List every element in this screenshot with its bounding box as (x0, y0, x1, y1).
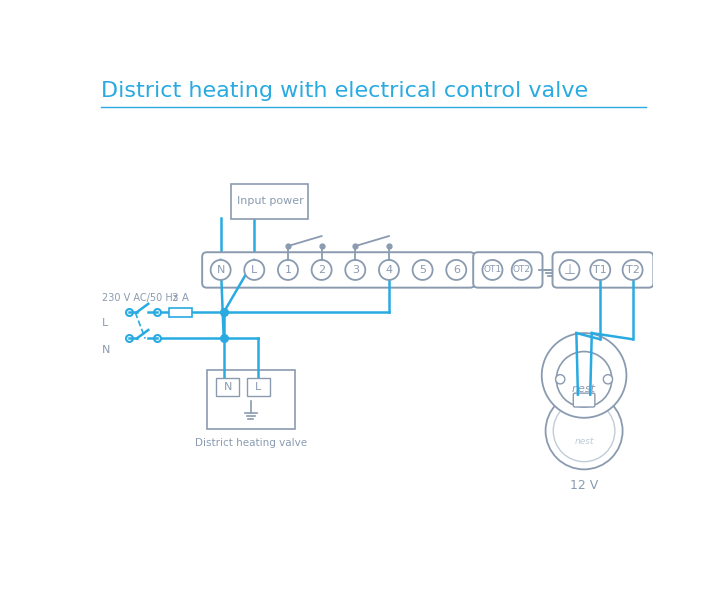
Circle shape (622, 260, 643, 280)
Circle shape (210, 260, 231, 280)
Text: 3: 3 (352, 265, 359, 275)
Circle shape (278, 260, 298, 280)
Circle shape (345, 260, 365, 280)
Circle shape (312, 260, 332, 280)
Text: 6: 6 (453, 265, 460, 275)
Text: Input power: Input power (237, 197, 304, 206)
FancyBboxPatch shape (216, 378, 239, 396)
Circle shape (545, 393, 622, 469)
FancyBboxPatch shape (207, 370, 295, 428)
Text: 12 V: 12 V (570, 479, 598, 492)
Circle shape (555, 375, 565, 384)
FancyBboxPatch shape (202, 252, 475, 287)
Text: L: L (251, 265, 258, 275)
FancyBboxPatch shape (553, 252, 654, 287)
Text: N: N (216, 265, 225, 275)
Text: T1: T1 (593, 265, 607, 275)
Text: nest: nest (574, 437, 594, 446)
FancyBboxPatch shape (232, 184, 309, 219)
Text: L: L (256, 382, 261, 392)
Circle shape (245, 260, 264, 280)
Circle shape (556, 352, 612, 407)
Text: OT2: OT2 (513, 266, 531, 274)
Text: N: N (223, 382, 232, 392)
Circle shape (483, 260, 502, 280)
Text: District heating valve: District heating valve (194, 438, 306, 448)
FancyBboxPatch shape (247, 378, 270, 396)
Text: District heating with electrical control valve: District heating with electrical control… (100, 81, 587, 100)
FancyBboxPatch shape (473, 252, 542, 287)
Circle shape (542, 333, 626, 418)
Circle shape (559, 260, 579, 280)
Text: 3 A: 3 A (172, 293, 189, 303)
Text: T2: T2 (625, 265, 639, 275)
FancyBboxPatch shape (574, 393, 595, 407)
Circle shape (413, 260, 432, 280)
Text: 230 V AC/50 Hz: 230 V AC/50 Hz (102, 293, 178, 304)
Circle shape (446, 260, 466, 280)
Text: nest: nest (572, 384, 596, 394)
Circle shape (512, 260, 531, 280)
Circle shape (379, 260, 399, 280)
Text: N: N (102, 345, 111, 355)
FancyBboxPatch shape (169, 308, 192, 317)
Text: ⊥: ⊥ (563, 263, 576, 277)
Text: L: L (102, 318, 108, 328)
Text: 2: 2 (318, 265, 325, 275)
Text: 4: 4 (385, 265, 392, 275)
Text: 5: 5 (419, 265, 426, 275)
Circle shape (590, 260, 610, 280)
Circle shape (553, 400, 615, 462)
Circle shape (604, 375, 612, 384)
Text: OT1: OT1 (483, 266, 502, 274)
Text: 1: 1 (285, 265, 291, 275)
